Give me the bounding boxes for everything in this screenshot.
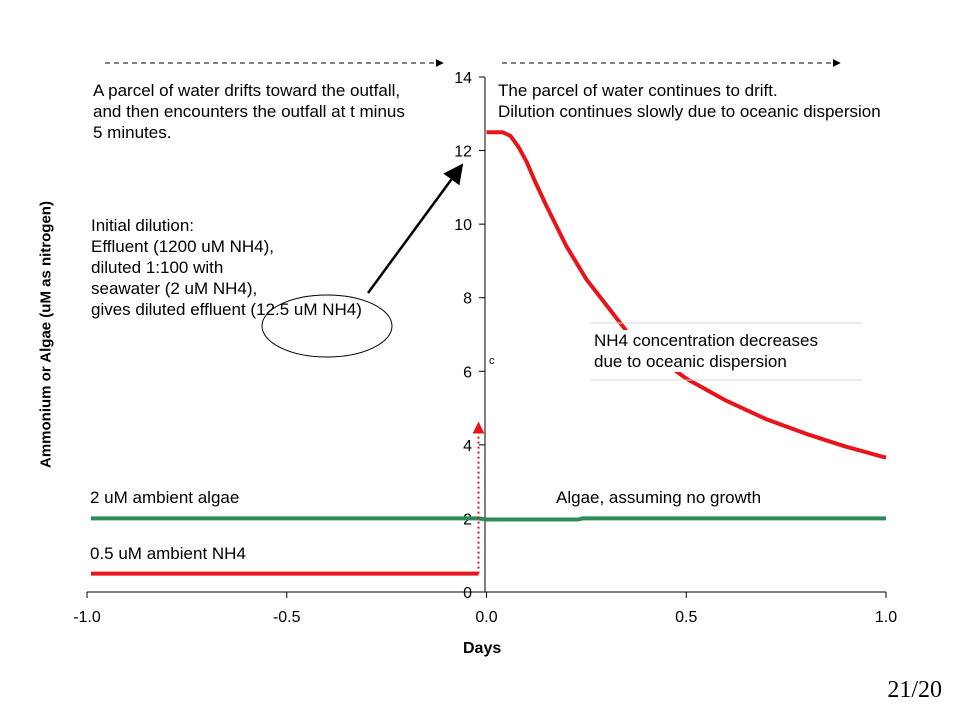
x-tick-label: 0.5 [675, 609, 697, 626]
y-tick-label: 8 [463, 291, 472, 308]
y-tick-label: 4 [463, 438, 472, 455]
x-axis-label: Days [463, 640, 502, 657]
initial-dilution-note: Initial dilution: Effluent (1200 uM NH4)… [91, 216, 362, 319]
drift-after-note: The parcel of water continues to drift. … [498, 81, 881, 121]
page-number: 21/20 [887, 677, 942, 703]
series-line-1 [486, 130, 887, 460]
y-axis-label: Ammonium or Algae (uM as nitrogen) [37, 201, 55, 468]
y-tick-label: 0 [463, 585, 472, 602]
ambient-nh4-label: 0.5 uM ambient NH4 [90, 544, 246, 563]
nh4-decrease-note: NH4 concentration decreases due to ocean… [594, 330, 818, 372]
x-tick-label: 1.0 [875, 609, 897, 626]
dilution-pointer-arrow [366, 163, 464, 294]
y-tick-label: 6 [463, 364, 472, 381]
x-tick-label: -1.0 [73, 609, 101, 626]
series-line-2 [91, 516, 886, 522]
diluted-effluent-ellipse [261, 294, 393, 358]
y-tick-label: 10 [454, 217, 472, 234]
drift-before-note: A parcel of water drifts toward the outf… [93, 81, 405, 142]
y-tick-label: 14 [454, 70, 472, 87]
x-tick-label: -0.5 [273, 609, 301, 626]
y-tick-label: 12 [454, 144, 472, 161]
ambient-algae-label: 2 uM ambient algae [90, 488, 240, 507]
marker-text: c [489, 355, 495, 367]
x-tick-label: 0.0 [475, 609, 497, 626]
algae-no-growth-label: Algae, assuming no growth [556, 488, 762, 507]
